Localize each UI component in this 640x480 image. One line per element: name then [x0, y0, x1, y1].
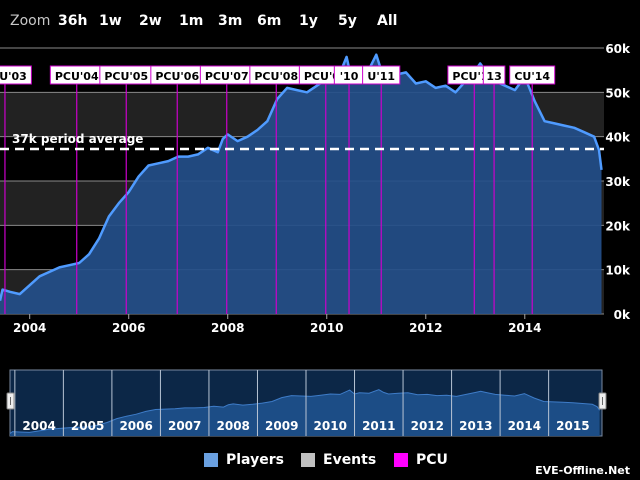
zoom-bar: Zoom 36h 1w 2w 1m 3m 6m 1y 5y All: [0, 0, 640, 44]
legend-swatch-events: [301, 453, 315, 467]
pcu-marker-label: CU'14: [514, 70, 550, 83]
pcu-marker-label: PCU'05: [104, 70, 148, 83]
navigator-tick-label: 2011: [362, 419, 395, 433]
zoom-36h-button[interactable]: 36h: [58, 13, 88, 29]
navigator-tick-label: 2006: [119, 419, 152, 433]
zoom-2w-button[interactable]: 2w: [139, 13, 162, 29]
x-tick-label: 2008: [211, 321, 244, 335]
period-average-label: 37k period average: [12, 132, 143, 146]
pcu-marker-label: PCU'07: [205, 70, 249, 83]
zoom-6m-button[interactable]: 6m: [257, 13, 282, 29]
pcu-markers: PCU'03PCU'04PCU'05PCU'06PCU'07PCU'08PCU'…: [0, 65, 556, 314]
x-tick-label: 2010: [310, 321, 343, 335]
players-chart: PCU'03PCU'04PCU'05PCU'06PCU'07PCU'08PCU'…: [0, 42, 631, 437]
legend-swatch-players: [204, 453, 218, 467]
legend-label-events: Events: [323, 452, 377, 468]
navigator-tick-label: 2012: [411, 419, 444, 433]
pcu-marker-flag: [0, 65, 32, 85]
players-area: [0, 54, 602, 314]
pcu-marker-label: PCU'04: [55, 70, 99, 83]
y-tick-label: 20k: [605, 219, 631, 233]
pcu-marker-label: PCU'08: [254, 70, 298, 83]
zoom-1w-button[interactable]: 1w: [99, 13, 122, 29]
legend: Players Events PCU: [0, 448, 640, 472]
legend-item-events[interactable]: Events: [301, 452, 376, 468]
y-tick-label: 10k: [605, 264, 631, 278]
x-axis: 2004 2006 2008 2010 2012 2014: [13, 314, 541, 335]
y-tick-label: 0k: [614, 308, 631, 322]
players-line: [0, 53, 603, 301]
y-tick-label: 40k: [605, 131, 631, 145]
credit-text: EVE-Offline.Net: [535, 464, 630, 477]
navigator-line: [9, 389, 601, 434]
y-tick-label: 50k: [605, 86, 631, 100]
navigator-tick-label: 2013: [459, 419, 492, 433]
navigator-tick-label: 2008: [217, 419, 250, 433]
pcu-marker-label: '10: [340, 70, 359, 83]
zoom-3m-button[interactable]: 3m: [218, 13, 243, 29]
zoom-1m-button[interactable]: 1m: [179, 13, 204, 29]
navigator-tick-label: 2014: [508, 419, 541, 433]
pcu-marker-label: U'11: [367, 70, 395, 83]
pcu-marker-label: PCU'03: [0, 70, 27, 83]
zoom-all-button[interactable]: All: [377, 13, 398, 29]
navigator-tick-label: 2010: [314, 419, 347, 433]
navigator-tick-label: 2009: [265, 419, 298, 433]
zoom-label: Zoom: [10, 13, 51, 29]
navigator-area: [10, 389, 600, 436]
legend-label-players: Players: [226, 452, 284, 468]
pcu-marker-flag: [509, 65, 556, 85]
pcu-marker-label: 13: [486, 70, 501, 83]
navigator-tick-label: 2004: [22, 419, 55, 433]
period-average: 37k period average: [0, 132, 604, 151]
navigator-tick-label: 2007: [168, 419, 201, 433]
pcu-marker-flag: [482, 65, 506, 85]
x-tick-label: 2014: [508, 321, 541, 335]
x-tick-label: 2012: [409, 321, 442, 335]
x-tick-label: 2006: [112, 321, 145, 335]
navigator-tick-label: 2005: [71, 419, 104, 433]
pcu-marker-flag: [362, 65, 401, 85]
zoom-5y-button[interactable]: 5y: [338, 13, 357, 29]
zoom-1y-button[interactable]: 1y: [299, 13, 318, 29]
legend-label-pcu: PCU: [416, 452, 448, 468]
pcu-marker-label: PCU'06: [155, 70, 199, 83]
legend-item-players[interactable]: Players: [204, 452, 284, 468]
x-tick-label: 2004: [13, 321, 46, 335]
navigator[interactable]: 2004 2005 2006 2007 2008 2009 2010 2011 2012 2013…: [6, 369, 607, 437]
legend-swatch-pcu: [394, 453, 408, 467]
y-axis: 0k 10k 20k 30k 40k 50k 60k: [605, 42, 631, 322]
y-tick-label: 30k: [605, 175, 631, 189]
navigator-tick-label: 2015: [556, 419, 589, 433]
legend-item-pcu[interactable]: PCU: [394, 452, 448, 468]
y-tick-label: 60k: [605, 42, 631, 56]
